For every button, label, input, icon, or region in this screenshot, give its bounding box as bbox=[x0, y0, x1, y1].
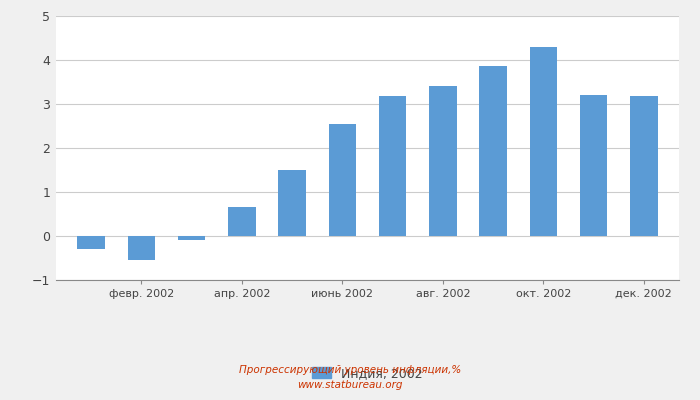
Bar bbox=[580, 95, 608, 236]
Bar bbox=[379, 96, 407, 236]
Bar bbox=[279, 170, 306, 236]
Legend: Индия, 2002: Индия, 2002 bbox=[307, 362, 428, 385]
Bar bbox=[429, 86, 456, 236]
Bar bbox=[78, 236, 105, 249]
Bar bbox=[480, 66, 507, 236]
Text: www.statbureau.org: www.statbureau.org bbox=[298, 380, 402, 390]
Bar bbox=[529, 47, 557, 236]
Bar bbox=[328, 124, 356, 236]
Bar bbox=[228, 207, 256, 236]
Text: Прогрессирующий уровень инфляции,%: Прогрессирующий уровень инфляции,% bbox=[239, 365, 461, 375]
Bar bbox=[178, 236, 206, 240]
Bar bbox=[127, 236, 155, 260]
Bar bbox=[630, 96, 657, 236]
